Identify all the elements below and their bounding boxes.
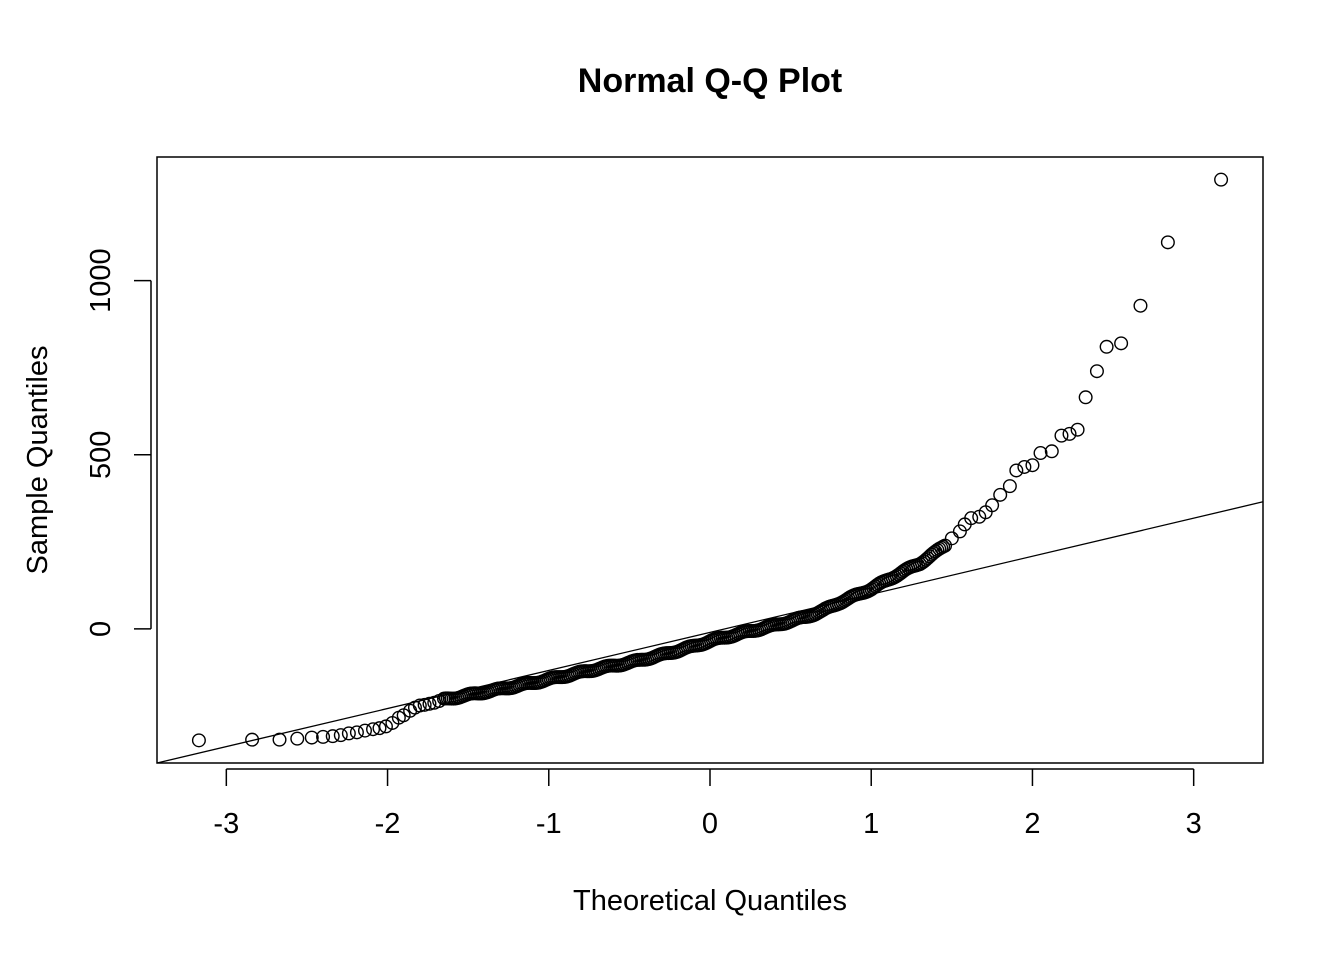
x-tick-label: 3 — [1186, 808, 1202, 840]
x-tick-label: -1 — [536, 808, 562, 840]
data-point — [1002, 479, 1017, 494]
data-point — [357, 723, 372, 738]
y-tick-label: 0 — [85, 621, 117, 637]
x-axis: -3 -2 -1 0 1 2 3 — [213, 768, 1202, 840]
plot-frame — [156, 156, 1264, 764]
chart-title: Normal Q-Q Plot — [578, 62, 842, 100]
x-tick-label: 1 — [863, 808, 879, 840]
y-tick-label: 1000 — [85, 248, 117, 313]
data-point — [1044, 444, 1059, 459]
data-point — [325, 729, 340, 744]
data-point — [936, 539, 951, 554]
data-point — [1089, 364, 1104, 379]
x-tick-label: 0 — [702, 808, 718, 840]
data-point — [985, 498, 1000, 513]
x-tick-label: -2 — [375, 808, 401, 840]
data-point — [1133, 298, 1148, 313]
data-point — [993, 487, 1008, 502]
y-tick-label: 500 — [85, 431, 117, 479]
data-point — [1025, 458, 1040, 473]
data-point — [1070, 422, 1085, 437]
qq-reference-line — [156, 501, 1264, 764]
data-point — [964, 511, 979, 526]
points-layer — [191, 172, 1229, 748]
data-point — [1078, 390, 1093, 405]
data-point — [1062, 426, 1077, 441]
data-point — [1017, 459, 1032, 474]
data-point — [341, 726, 356, 741]
x-tick-label: 2 — [1024, 808, 1040, 840]
data-point — [1099, 339, 1114, 354]
data-point — [372, 721, 387, 736]
data-point — [1033, 446, 1048, 461]
data-point — [1114, 336, 1129, 351]
data-point — [412, 698, 427, 713]
data-point — [349, 725, 364, 740]
data-point — [944, 531, 959, 546]
data-point — [290, 731, 305, 746]
data-point — [378, 719, 393, 734]
y-axis: 0 500 1000 — [85, 248, 152, 637]
data-point — [333, 728, 348, 743]
y-axis-label: Sample Quantiles — [22, 346, 54, 575]
data-point — [952, 524, 967, 539]
data-point — [1009, 463, 1024, 478]
data-point — [304, 730, 319, 745]
data-point — [245, 732, 260, 747]
data-point — [1160, 235, 1175, 250]
data-point — [191, 733, 206, 748]
data-point — [1054, 428, 1069, 443]
data-point — [316, 729, 331, 744]
reference-line-layer — [156, 501, 1264, 764]
data-point — [422, 696, 437, 711]
data-point — [366, 722, 381, 737]
data-point — [272, 732, 287, 747]
x-axis-label: Theoretical Quantiles — [573, 885, 847, 917]
x-tick-label: -3 — [213, 808, 239, 840]
data-point — [417, 697, 432, 712]
data-point — [1214, 172, 1229, 187]
